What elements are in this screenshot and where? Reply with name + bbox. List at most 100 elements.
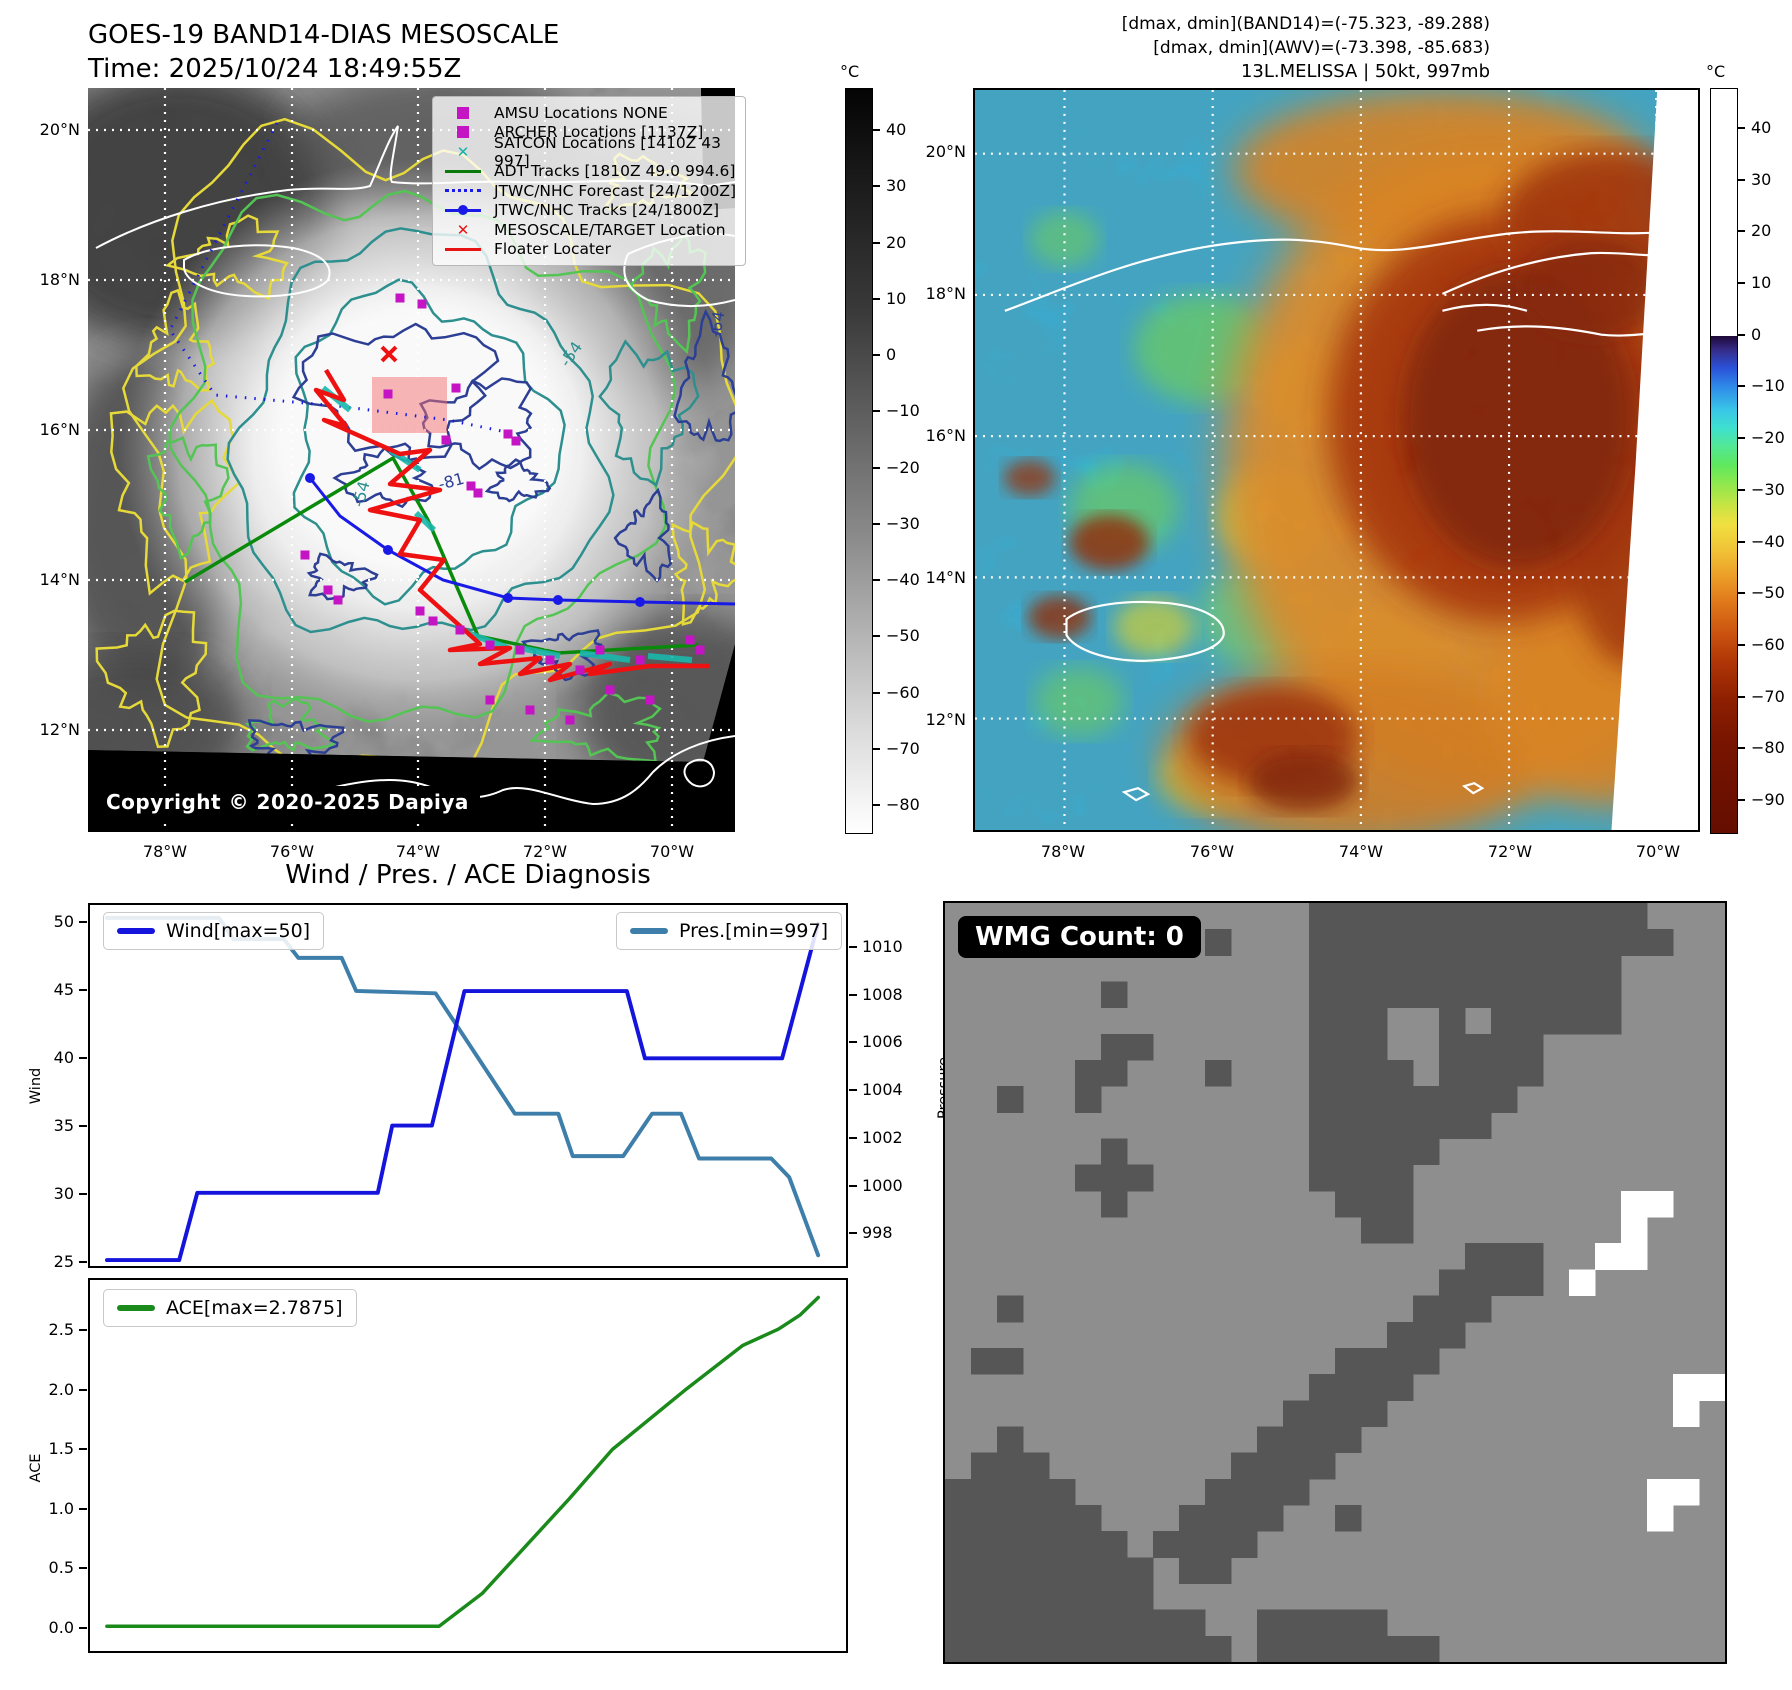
rightmap-lat-label: 14°N [925,568,966,587]
band14-colorbar-tick: 40 [886,120,907,139]
tick-mark [872,747,880,750]
tick-mark [1737,333,1745,336]
pressure-ytick: 1010 [862,937,903,956]
legend-item-forecast: JTWC/NHC Forecast [24/1200Z] [441,181,737,201]
leftmap-lat-label: 20°N [39,120,80,139]
pressure-ytick: 1008 [862,984,903,1004]
diagnosis-chart-title: Wind / Pres. / ACE Diagnosis [285,860,651,890]
ace-line-swatch [117,1305,155,1311]
tick-mark [1737,798,1745,801]
tick-mark [872,185,880,188]
band14-colorbar-tick: −30 [886,513,920,533]
storm-id-intensity: 13L.MELISSA | 50kt, 997mb [1240,61,1490,82]
wind-ytick: 50 [53,912,74,931]
tick-mark [1737,282,1745,285]
awv-colorbar-tick: −60 [1751,634,1785,654]
legend-item-adt: ADT Tracks [1810Z 49.0 994.6] [441,162,737,182]
wind-axis-label: Wind [28,1067,44,1105]
tick-mark [1737,488,1745,491]
rightmap-lon-label: 74°W [1338,842,1384,861]
tick-mark [1737,127,1745,129]
ace-legend-label: ACE[max=2.7875] [166,1297,343,1319]
legend-item-floater: Floater Locater [441,240,737,260]
wmg-count-badge: WMG Count: 0 [958,916,1201,958]
tick-mark [1737,540,1745,543]
tick-mark [79,1627,87,1629]
band14-colorbar-tick: 0 [886,345,897,364]
tick-mark [872,129,880,131]
legend-label: JTWC/NHC Tracks [24/1800Z] [494,201,720,220]
ace-ytick: 1.5 [48,1439,74,1459]
awv-colorbar-tick: 20 [1751,221,1772,241]
pressure-ytick: 1002 [862,1127,903,1147]
band14-colorbar-tick: 30 [886,176,907,196]
tick-mark [79,1261,87,1263]
tick-mark [1737,643,1745,646]
tick-mark [872,635,880,638]
wind-pressure-chart [88,903,848,1268]
legend-label: ADT Tracks [1810Z 49.0 994.6] [494,162,736,181]
tick-mark [872,466,880,469]
legend-item-mesoscale: MESOSCALE/TARGET Location [441,220,737,240]
tick-mark [79,1448,87,1451]
legend-item-amsu: AMSU Locations NONE [441,103,737,123]
tick-mark [849,1232,857,1235]
ace-ytick: 0.5 [48,1558,74,1578]
track-line-dot-icon [445,205,481,215]
tick-mark [1737,385,1745,388]
awv-colorbar-unit: °C [1706,62,1726,81]
map-legend: AMSU Locations NONE ARCHER Locations [11… [432,96,746,266]
leftmap-lat-label: 16°N [39,420,80,439]
awv-colorbar-tick: 30 [1751,169,1772,189]
awv-color-ir-map [973,88,1700,832]
tick-mark [872,241,880,244]
tick-mark [79,1125,87,1127]
rightmap-lat-label: 20°N [925,142,966,161]
band14-colorbar [845,88,873,834]
awv-colorbar-tick: −30 [1751,479,1785,499]
ace-ytick: 2.5 [48,1320,74,1339]
pressure-ytick: 1004 [862,1080,903,1100]
tick-mark [79,1329,87,1331]
tick-mark [1737,695,1745,698]
pressure-ytick: 1000 [862,1175,903,1195]
pressure-line-swatch [630,928,668,934]
band14-colorbar-tick: 10 [886,288,907,308]
dmax-dmin-band14: [dmax, dmin](BAND14)=(-75.323, -89.288) [1121,14,1490,34]
tick-mark [79,1388,87,1391]
tick-mark [872,579,880,581]
tick-mark [79,1567,87,1570]
right-map-header: [dmax, dmin](BAND14)=(-75.323, -89.288) … [900,12,1490,84]
tick-mark [872,354,880,356]
tick-mark [79,1507,87,1510]
leftmap-lon-label: 72°W [522,842,568,861]
awv-colorbar [1710,88,1738,834]
wind-legend: Wind[max=50] [103,912,325,950]
rightmap-lat-label: 18°N [925,284,966,303]
pressure-ytick: 1006 [862,1032,903,1052]
ace-ytick: 0.0 [48,1618,74,1637]
ace-ytick: 1.0 [48,1498,74,1518]
band14-colorbar-tick: −70 [886,738,920,758]
leftmap-lat-label: 12°N [39,720,80,739]
legend-label: AMSU Locations NONE [494,103,668,122]
tick-mark [849,1184,857,1187]
adt-line-icon [445,169,481,173]
tick-mark [1737,437,1745,440]
awv-colorbar-tick: −90 [1751,789,1785,809]
rightmap-lon-label: 78°W [1040,842,1086,861]
legend-label: MESOSCALE/TARGET Location [494,220,726,239]
pressure-ytick: 998 [862,1223,893,1243]
tick-mark [79,989,87,991]
legend-label: SATCON Locations [1410Z 43 997] [494,133,721,170]
rightmap-lat-label: 16°N [925,426,966,445]
leftmap-lon-label: 70°W [649,842,695,861]
awv-colorbar-tick: 10 [1751,273,1772,293]
tick-mark [1737,178,1745,181]
awv-colorbar-tick: 40 [1751,118,1772,137]
band14-colorbar-unit: °C [840,62,860,81]
awv-colorbar-tick: −80 [1751,738,1785,758]
rightmap-lon-label: 70°W [1635,842,1681,861]
target-x-icon [457,221,470,239]
